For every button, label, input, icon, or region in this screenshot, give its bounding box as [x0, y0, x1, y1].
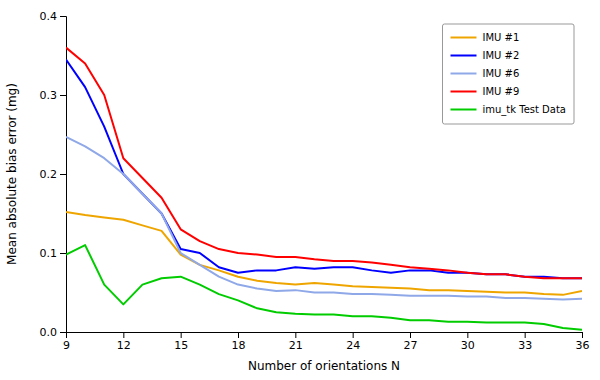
tick-label: 18	[232, 339, 246, 352]
tick-mark	[582, 332, 583, 338]
legend-label: imu_tk Test Data	[483, 104, 567, 116]
x-axis: 9 12 15 18 21 24 27 30 33 36	[63, 332, 590, 352]
legend-item: IMU #6	[451, 68, 520, 79]
tick: 15	[174, 332, 188, 352]
y-axis-title: Mean absolute bias error (mg)	[5, 83, 19, 265]
tick-mark	[353, 332, 354, 338]
tick-label: 30	[461, 339, 475, 352]
tick-label: 24	[346, 339, 360, 352]
legend-swatch	[451, 55, 477, 57]
legend-item: IMU #9	[451, 86, 520, 97]
tick: 33	[518, 332, 532, 352]
series-line	[66, 59, 582, 278]
tick: 0.2	[40, 168, 67, 181]
tick-label: 21	[289, 339, 303, 352]
tick-label: 36	[576, 339, 590, 352]
tick-mark	[238, 332, 239, 338]
series-line	[66, 245, 582, 330]
lines	[66, 48, 582, 330]
tick-label: 15	[174, 339, 188, 352]
tick-mark	[60, 174, 66, 175]
tick-label: 0.2	[40, 168, 58, 181]
y-axis: 0.0 0.1 0.2 0.3 0.4	[40, 10, 67, 339]
tick-label: 33	[518, 339, 532, 352]
axis-line	[67, 333, 583, 339]
tick-mark	[295, 332, 296, 338]
tick: 0.4	[40, 10, 67, 23]
series-line	[66, 212, 582, 295]
tick: 9	[63, 332, 70, 352]
tick: 36	[576, 332, 590, 352]
legend-label: IMU #1	[483, 32, 520, 43]
tick: 0.3	[40, 89, 67, 102]
legend-item: IMU #1	[451, 32, 520, 43]
legend-label: IMU #9	[483, 86, 520, 97]
legend-item: IMU #2	[451, 50, 520, 61]
tick: 21	[289, 332, 303, 352]
tick: 12	[117, 332, 131, 352]
tick-label: 12	[117, 339, 131, 352]
tick-mark	[60, 253, 66, 254]
legend-swatch	[451, 109, 477, 111]
legend-swatch	[451, 37, 477, 39]
tick-mark	[525, 332, 526, 338]
tick-label: 0.4	[40, 10, 58, 23]
chart: 9 12 15 18 21 24 27 30 33 36 0.0 0.1 0.2 0.3 0.4 IMU #1…	[0, 0, 600, 380]
tick-label: 0.1	[40, 247, 58, 260]
tick-mark	[123, 332, 124, 338]
tick-label: 0.3	[40, 89, 58, 102]
tick-mark	[60, 332, 66, 333]
tick: 0.0	[40, 326, 67, 339]
tick: 0.1	[40, 247, 67, 260]
legend-swatch	[451, 91, 477, 93]
tick-mark	[181, 332, 182, 338]
legend-item: imu_tk Test Data	[451, 104, 567, 116]
tick-label: 0.0	[40, 326, 58, 339]
tick-label: 27	[404, 339, 418, 352]
legend-label: IMU #2	[483, 50, 520, 61]
tick: 30	[461, 332, 475, 352]
tick-mark	[410, 332, 411, 338]
legend: IMU #1 IMU #2 IMU #6 IMU #9 imu_tk Test Data	[443, 24, 575, 124]
x-axis-title: Number of orientations N	[248, 359, 400, 373]
axis-line	[60, 17, 67, 333]
tick-mark	[60, 16, 66, 17]
legend-box	[443, 24, 575, 124]
tick-mark	[467, 332, 468, 338]
tick: 24	[346, 332, 360, 352]
tick-label: 9	[63, 339, 70, 352]
legend-label: IMU #6	[483, 68, 520, 79]
tick: 18	[232, 332, 246, 352]
tick-mark	[60, 95, 66, 96]
tick: 27	[404, 332, 418, 352]
plot: 9 12 15 18 21 24 27 30 33 36 0.0 0.1 0.2 0.3 0.4 IMU #1…	[40, 10, 590, 352]
legend-swatch	[451, 73, 477, 75]
